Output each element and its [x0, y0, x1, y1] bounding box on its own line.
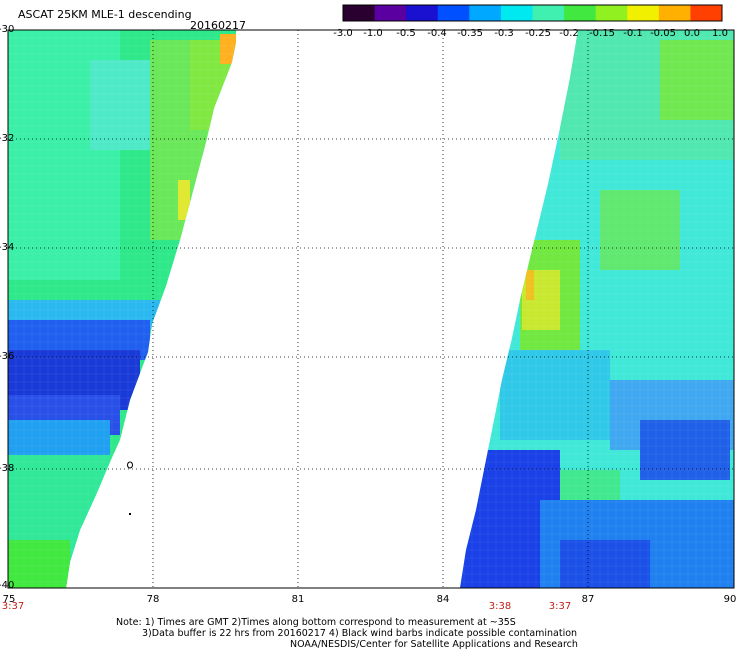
- product-title: ASCAT 25KM MLE-1 descending: [18, 8, 192, 21]
- colorbar-label: -0.25: [525, 28, 551, 39]
- colorbar-label: -0.3: [494, 28, 514, 39]
- colorbar-segment: [343, 5, 376, 21]
- colorbar-label: -1.0: [363, 28, 383, 39]
- lat-label: -36: [0, 351, 15, 362]
- colorbar-label: -0.35: [457, 28, 483, 39]
- time-label: 3:37: [1, 601, 25, 612]
- colorbar-label: -0.2: [559, 28, 579, 39]
- plot-frame: [7, 29, 735, 589]
- lat-label: -32: [0, 133, 15, 144]
- colorbar-label: 1.0: [712, 28, 728, 39]
- lon-label: 87: [581, 594, 595, 605]
- colorbar-segment: [658, 5, 691, 21]
- colorbar-segment: [627, 5, 660, 21]
- lon-label: 78: [146, 594, 160, 605]
- colorbar-segment: [437, 5, 470, 21]
- colorbar-label: -0.5: [396, 28, 416, 39]
- lat-label: -38: [0, 463, 15, 474]
- colorbar-label: -0.1: [623, 28, 643, 39]
- colorbar: [342, 4, 723, 22]
- left-swath: [8, 30, 236, 588]
- time-label: 3:37: [548, 601, 572, 612]
- colorbar-segment: [406, 5, 439, 21]
- colorbar-segment: [532, 5, 565, 21]
- colorbar-segment: [690, 5, 723, 21]
- island-dot: [129, 513, 131, 515]
- time-label: 3:38: [488, 601, 512, 612]
- colorbar-segment: [564, 5, 597, 21]
- lat-label: -30: [0, 24, 15, 35]
- lat-label: -40: [0, 580, 15, 591]
- note-line-1: Note: 1) Times are GMT 2)Times along bot…: [116, 617, 516, 628]
- colorbar-segment: [374, 5, 407, 21]
- lon-label: 75: [2, 594, 16, 605]
- lat-label: -34: [0, 242, 15, 253]
- lon-label: 90: [723, 594, 737, 605]
- note-line-3: NOAA/NESDIS/Center for Satellite Applica…: [290, 639, 578, 650]
- island-marker: [127, 461, 133, 469]
- graticule: [8, 30, 734, 588]
- lon-label: 81: [291, 594, 305, 605]
- colorbar-frame: [342, 4, 723, 22]
- colorbar-segment: [500, 5, 533, 21]
- colorbar-segment: [469, 5, 502, 21]
- lon-label: 84: [436, 594, 450, 605]
- colorbar-label: -0.05: [650, 28, 676, 39]
- colorbar-label: -0.15: [589, 28, 615, 39]
- colorbar-label: 0.0: [684, 28, 700, 39]
- colorbar-label: -3.0: [333, 28, 353, 39]
- note-line-2: 3)Data buffer is 22 hrs from 20160217 4)…: [142, 628, 578, 639]
- product-date: 20160217: [190, 19, 246, 32]
- colorbar-label: -0.4: [427, 28, 447, 39]
- colorbar-segment: [595, 5, 628, 21]
